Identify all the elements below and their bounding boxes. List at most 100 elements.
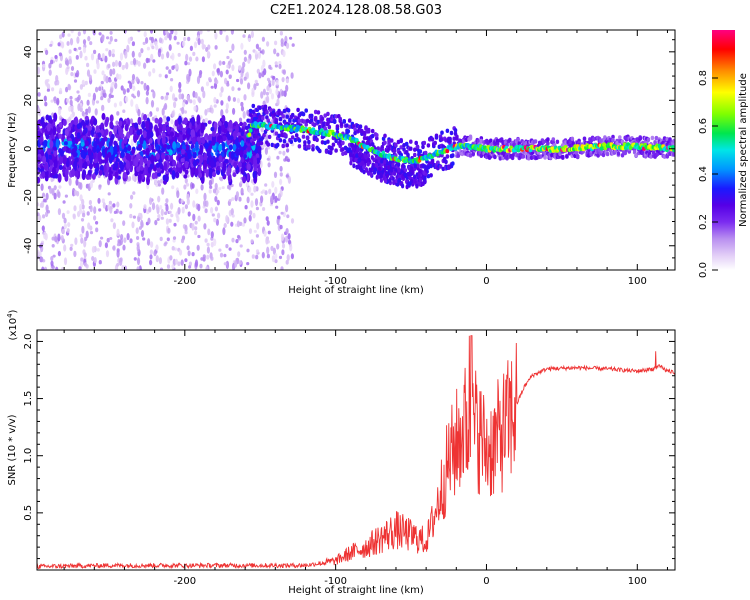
spectrum-speckle <box>69 246 73 251</box>
spectrum-cell <box>139 156 144 167</box>
spectrum-speckle <box>87 222 91 230</box>
tick-label: -100 <box>324 576 347 587</box>
spectrum-speckle <box>274 195 278 203</box>
spectrum-cell <box>418 168 422 174</box>
spectrum-cell <box>54 173 59 179</box>
spectrum-speckle <box>262 88 266 96</box>
spectrum-speckle <box>112 68 116 75</box>
spectrum-cell <box>104 154 109 164</box>
spectrum-cell <box>224 159 229 164</box>
spectrum-speckle <box>240 42 244 50</box>
spectrum-cell <box>62 155 67 165</box>
spectrum-cell <box>81 119 85 126</box>
spectrum-cell <box>192 153 197 159</box>
spectrum-speckle <box>211 213 215 217</box>
spectrum-speckle <box>57 208 62 216</box>
spectrum-speckle <box>192 99 196 105</box>
spectrum-speckle <box>89 231 94 235</box>
spectrum-speckle <box>54 55 58 59</box>
spectrum-cell <box>383 159 387 165</box>
tick-label: 0.4 <box>698 166 709 182</box>
spectrum-speckle <box>116 111 120 116</box>
spectrum-cell <box>178 115 182 126</box>
spectrum-speckle <box>136 236 140 240</box>
spectrum-speckle <box>188 261 192 267</box>
spectrum-cell <box>294 133 299 138</box>
spectrum-speckle <box>143 62 147 69</box>
spectrum-cell <box>266 142 271 147</box>
spectrum-speckle <box>69 38 74 46</box>
spectrum-speckle <box>195 188 199 195</box>
spectrum-speckle <box>38 214 42 222</box>
spectrum-speckle <box>37 212 40 217</box>
spectrum-speckle <box>224 77 228 85</box>
spectrum-cell <box>516 137 520 142</box>
spectrum-speckle <box>107 63 111 69</box>
tick-label: 0.2 <box>698 214 709 230</box>
spectrum-speckle <box>178 198 182 205</box>
spectrum-speckle <box>98 260 102 265</box>
spectrum-speckle <box>204 208 208 214</box>
spectrum-cell <box>364 167 368 172</box>
spectrum-speckle <box>100 96 104 101</box>
spectrum-cell <box>422 140 427 146</box>
spectrum-speckle <box>56 97 60 106</box>
spectrum-cell <box>421 144 425 150</box>
spectrum-speckle <box>129 238 133 244</box>
spectrum-cell <box>37 169 40 176</box>
spectrum-speckle <box>155 44 159 51</box>
spectrum-cell <box>118 126 123 137</box>
spectrum-cell <box>125 160 130 170</box>
spectrum-cell <box>326 111 330 117</box>
spectrum-speckle <box>145 57 149 64</box>
spectrum-cell <box>136 129 141 136</box>
spectrum-speckle <box>116 262 120 267</box>
spectrum-speckle <box>86 99 90 106</box>
spectrum-speckle <box>173 101 177 109</box>
spectrum-cell <box>278 138 283 143</box>
spectrum-speckle <box>119 210 123 215</box>
spectrum-cell <box>53 112 58 122</box>
spectrum-cell <box>229 135 234 140</box>
spectrum-speckle <box>128 175 132 182</box>
spectrum-speckle <box>236 220 240 228</box>
spectrum-cell <box>71 168 75 178</box>
spectrum-speckle <box>132 85 136 91</box>
spectrum-speckle <box>153 250 157 257</box>
spectrum-speckle <box>102 89 106 94</box>
spectrum-speckle <box>41 200 45 208</box>
spectrum-speckle <box>186 94 190 102</box>
spectrum-cell <box>56 126 61 134</box>
spectrum-cell <box>81 172 86 177</box>
spectrum-speckle <box>40 183 44 191</box>
spectrum-speckle <box>215 79 219 85</box>
spectrum-cell <box>168 149 173 156</box>
spectrum-speckle <box>210 241 214 248</box>
spectrum-speckle <box>37 202 40 207</box>
spectrum-cell <box>232 172 237 178</box>
spectrum-cell <box>191 136 196 145</box>
spectrum-speckle <box>119 52 124 61</box>
spectrum-cell <box>426 165 431 170</box>
spectrum-speckle <box>149 249 153 255</box>
spectrum-speckle <box>107 97 111 104</box>
spectrum-cell <box>358 124 363 129</box>
spectrum-cell <box>529 155 534 160</box>
spectrum-speckle <box>171 52 175 61</box>
spectrum-cell <box>259 140 264 146</box>
spectrum-cell <box>623 150 627 156</box>
spectrum-cell <box>180 158 185 163</box>
spectrum-speckle <box>276 217 280 226</box>
spectrum-speckle <box>227 184 231 190</box>
spectrum-speckle <box>79 106 83 113</box>
spectrum-cell <box>182 133 187 141</box>
spectrum-speckle <box>135 227 139 234</box>
spectrum-speckle <box>214 45 218 50</box>
spectrum-cell <box>343 150 348 156</box>
spectrum-speckle <box>58 63 63 68</box>
spectrum-speckle <box>285 204 289 213</box>
spectrum-cell <box>181 120 186 125</box>
spectrum-speckle <box>174 97 178 102</box>
spectrum-speckle <box>238 196 242 202</box>
